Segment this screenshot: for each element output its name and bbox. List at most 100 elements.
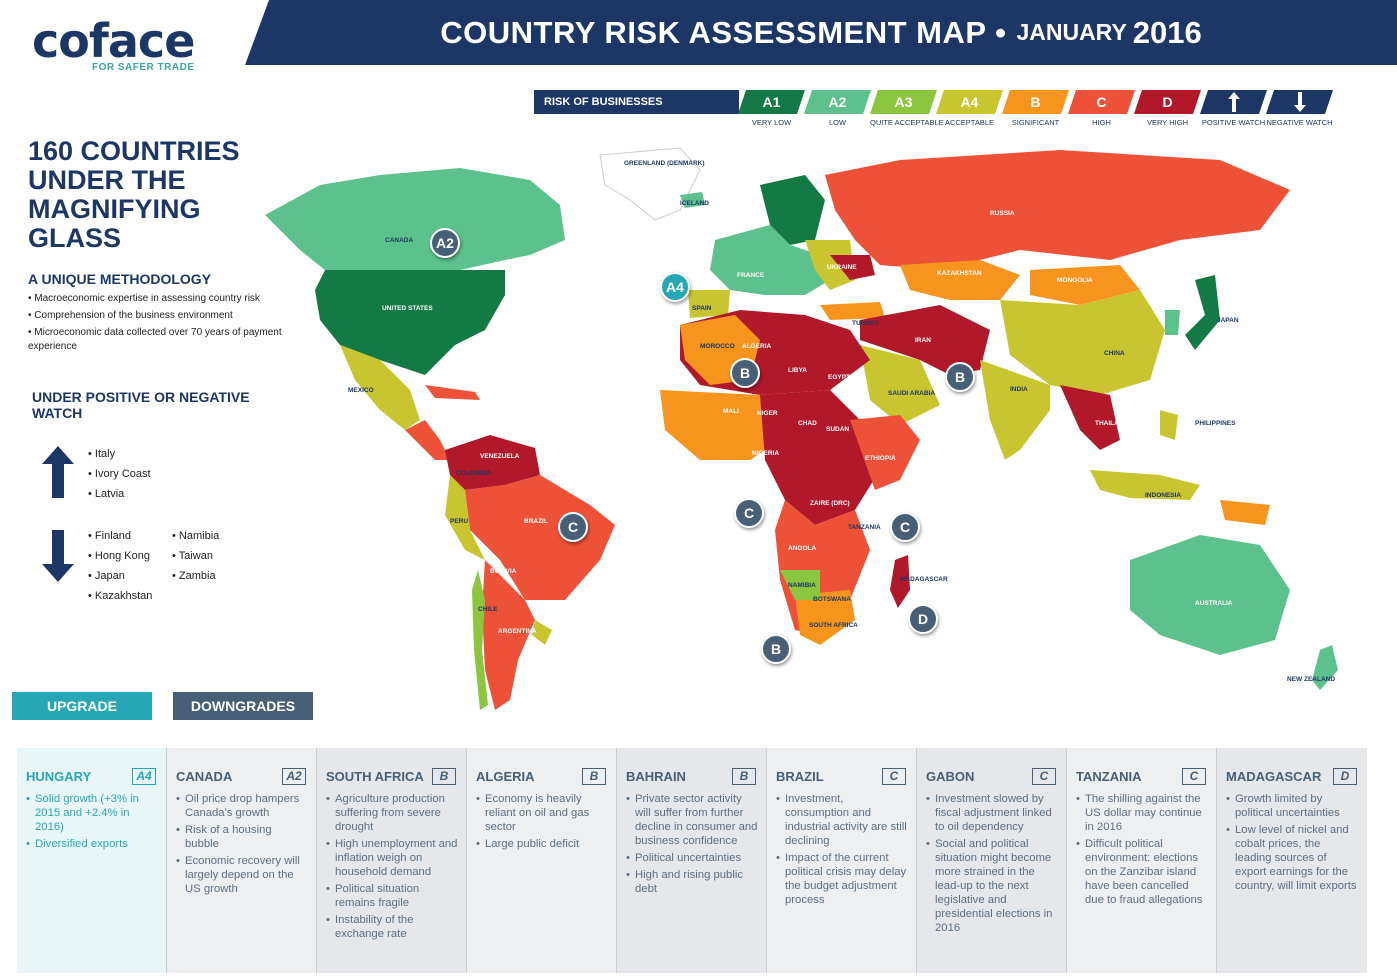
map-label-tanzania: TANZANIA: [848, 524, 881, 531]
map-label-new-zealand: NEW ZEALAND: [1287, 676, 1336, 683]
china-shape: [1000, 290, 1165, 395]
logo-text: coface: [32, 14, 195, 68]
list-item: Economy is heavily reliant on oil and ga…: [476, 792, 608, 834]
list-item: • Zambia: [172, 570, 216, 582]
pin-madagascar[interactable]: D: [908, 604, 938, 634]
map-label-peru: PERU: [450, 518, 469, 525]
methodology-list: • Macroeconomic expertise in assessing c…: [28, 292, 288, 357]
pin-tanzania[interactable]: C: [890, 512, 920, 542]
map-label-libya: LIBYA: [788, 367, 807, 374]
list-item: Growth limited by political uncertaintie…: [1226, 792, 1359, 820]
legend-label-a3: QUITE ACCEPTABLE: [870, 118, 944, 127]
world-map-shapes: [265, 147, 1338, 710]
list-item: Large public deficit: [476, 837, 608, 851]
map-label-china: CHINA: [1104, 350, 1125, 357]
map-label-venezuela: VENEZUELA: [480, 453, 520, 460]
map-label-angola: ANGOLA: [788, 545, 817, 552]
list-item: Difficult political environment: electio…: [1076, 837, 1208, 907]
legend-label-a1: VERY LOW: [751, 118, 792, 127]
map-label-turkey: TURKEY: [852, 320, 879, 327]
map-label-us: UNITED STATES: [382, 305, 433, 312]
panel-algeria: ALGERIA B Economy is heavily reliant on o…: [467, 748, 617, 973]
pin-south-africa[interactable]: B: [761, 634, 791, 664]
list-item: Oil price drop hampers Canada's growth: [176, 792, 308, 820]
map-label-botswana: BOTSWANA: [813, 596, 851, 603]
map-label-ukraine: UKRAINE: [827, 264, 857, 271]
list-item: • Kazakhstan: [88, 590, 153, 602]
panel-country: TANZANIA: [1076, 769, 1142, 784]
map-label-mexico: MEXICO: [348, 387, 374, 394]
map-label-india: INDIA: [1010, 386, 1028, 393]
chile-shape: [472, 570, 488, 710]
map-label-chile: CHILE: [478, 606, 498, 613]
map-label-iran: IRAN: [915, 337, 931, 344]
legend-d: D: [1134, 90, 1201, 114]
page-title: COUNTRY RISK ASSESSMENT MAP •: [440, 14, 1007, 50]
legend-labels: VERY LOW LOW QUITE ACCEPTABLE ACCEPTABLE…: [739, 118, 1333, 127]
iceland-shape: [680, 192, 705, 208]
panel-country: ALGERIA: [476, 769, 535, 784]
map-label-argentina: ARGENTINA: [498, 628, 537, 635]
legend-label-negative: NEGATIVE WATCH: [1266, 118, 1333, 127]
panel-brazil: BRAZIL C Investment, consumption and indu…: [767, 748, 917, 973]
map-label-brazil: BRAZIL: [524, 518, 548, 525]
panel-country: SOUTH AFRICA: [326, 769, 424, 784]
panel-grade: C: [1032, 768, 1056, 785]
list-item: Impact of the current political crisis m…: [776, 851, 908, 907]
panel-south-africa: SOUTH AFRICA B Agriculture production suf…: [317, 748, 467, 973]
upgrade-tag: UPGRADE: [12, 692, 152, 720]
mexico-shape: [340, 345, 420, 430]
list-item: Investment, consumption and industrial a…: [776, 792, 908, 848]
map-label-iceland: ICELAND: [680, 200, 709, 207]
panel-grade: C: [1182, 768, 1206, 785]
methodology-item: • Microeconomic data collected over 70 y…: [28, 327, 282, 352]
legend-c: C: [1068, 90, 1135, 114]
methodology-item: • Macroeconomic expertise in assessing c…: [28, 293, 260, 304]
australia-shape: [1130, 535, 1290, 655]
indonesia-shape: [1090, 470, 1200, 500]
korea-shape: [1165, 310, 1180, 335]
watch-title: UNDER POSITIVE OR NEGATIVE WATCH: [32, 389, 250, 421]
pin-hungary[interactable]: A4: [660, 272, 690, 302]
pin-canada[interactable]: A2: [430, 228, 460, 258]
greenland-shape: [599, 147, 701, 221]
pin-algeria[interactable]: B: [730, 358, 760, 388]
list-item: Solid growth (+3% in 2015 and +2.4% in 2…: [26, 792, 158, 834]
arrow-down-icon: [1294, 92, 1306, 112]
methodology-title: A UNIQUE METHODOLOGY: [28, 271, 212, 287]
legend-a4: A4: [936, 90, 1003, 114]
russia-shape: [825, 150, 1290, 270]
map-label-mongolia: MONGOLIA: [1057, 277, 1093, 284]
map-label-zaire: ZAIRE (DRC): [810, 500, 850, 507]
map-label-namibia: NAMIBIA: [788, 582, 816, 589]
map-label-indonesia: INDONESIA: [1145, 492, 1182, 499]
southeast-asia-shape: [1060, 385, 1120, 450]
west-africa-shape: [660, 390, 780, 460]
list-item: Political situation remains fragile: [326, 882, 458, 910]
india-shape: [980, 360, 1050, 460]
map-label-chad: CHAD: [798, 420, 817, 427]
negative-watch-list-2: • Namibia • Taiwan • Zambia: [172, 526, 219, 586]
argentina-shape: [482, 560, 535, 710]
papua-shape: [1220, 500, 1270, 525]
panel-hungary: HUNGARY A4 Solid growth (+3% in 2015 and …: [17, 748, 167, 973]
pin-brazil[interactable]: C: [558, 512, 588, 542]
pin-gabon[interactable]: C: [734, 498, 764, 528]
legend-label-b: SIGNIFICANT: [1011, 118, 1060, 127]
middle-east-shape: [860, 305, 990, 375]
map-label-bolivia: BOLIVIA: [490, 568, 517, 575]
pin-bahrain[interactable]: B: [945, 362, 975, 392]
methodology-item: • Comprehension of the business environm…: [28, 310, 233, 321]
list-item: • Namibia: [172, 530, 220, 542]
list-item: Low level of nickel and cobalt prices, t…: [1226, 823, 1359, 893]
new-zealand-shape: [1312, 645, 1338, 690]
kazakhstan-shape: [900, 260, 1020, 300]
positive-watch-list: • Italy • Ivory Coast • Latvia: [88, 444, 151, 504]
list-item: • Hong Kong: [88, 550, 150, 562]
map-label-morocco: MOROCCO: [700, 343, 735, 350]
philippines-shape: [1160, 410, 1178, 440]
map-label-kazakhstan: KAZAKHSTAN: [937, 270, 982, 277]
world-map: GREENLAND (DENMARK) CANADA UNITED STATES…: [260, 130, 1380, 720]
map-label-france: FRANCE: [737, 272, 765, 279]
east-africa-shape: [850, 415, 920, 490]
